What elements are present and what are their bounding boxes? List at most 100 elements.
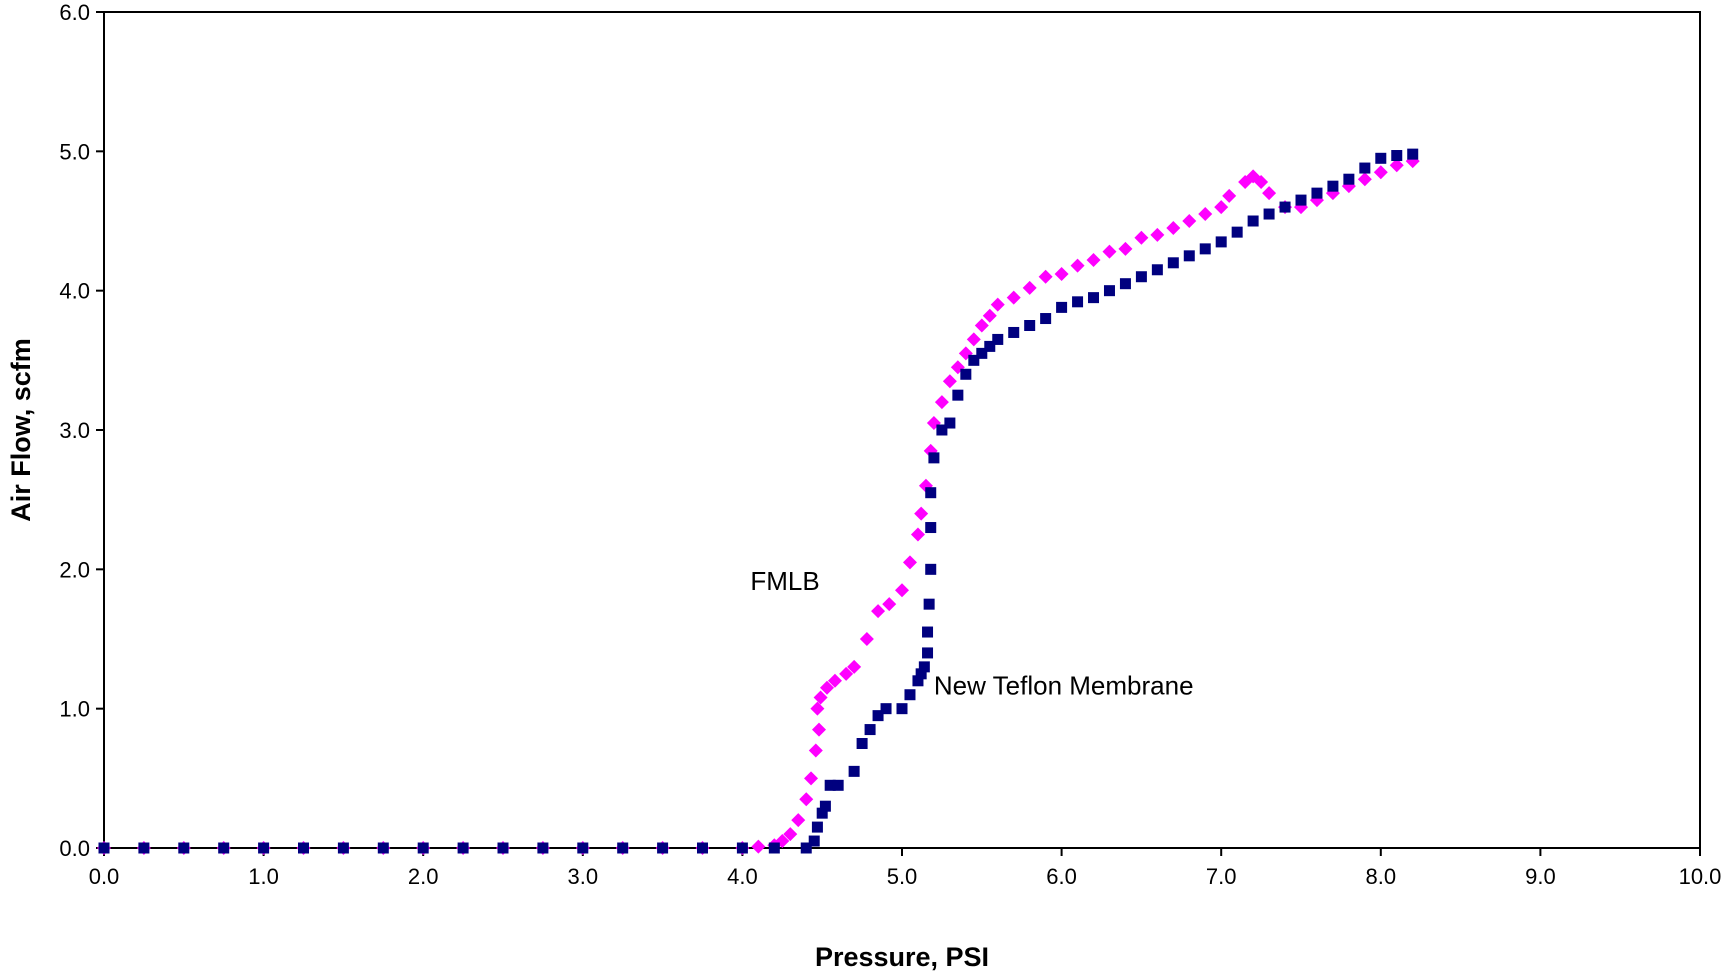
data-point — [904, 689, 916, 701]
data-point — [810, 701, 825, 716]
data-point — [914, 506, 929, 521]
data-point — [880, 703, 892, 715]
data-point — [992, 333, 1004, 345]
data-point — [1103, 285, 1115, 297]
data-point — [968, 354, 980, 366]
data-point — [813, 690, 828, 705]
data-point — [1198, 207, 1213, 222]
data-point — [1024, 320, 1036, 331]
data-point — [827, 673, 842, 688]
x-tick-label: 0.0 — [89, 864, 120, 889]
data-point — [1119, 278, 1131, 290]
data-point — [960, 368, 972, 380]
data-point — [990, 297, 1005, 312]
data-point — [768, 842, 780, 854]
data-point — [1150, 227, 1165, 242]
data-point — [1214, 200, 1229, 215]
data-point — [337, 842, 349, 854]
data-point — [1056, 301, 1068, 313]
data-point — [1151, 264, 1163, 276]
x-tick-label: 10.0 — [1679, 864, 1722, 889]
data-point — [915, 668, 927, 680]
x-tick-label: 1.0 — [248, 864, 279, 889]
data-point — [871, 604, 886, 619]
data-point — [832, 779, 844, 791]
data-point — [808, 835, 820, 847]
data-point — [1022, 280, 1037, 295]
data-point — [839, 666, 854, 681]
data-point — [1279, 201, 1291, 213]
data-point — [298, 842, 309, 854]
data-point — [1134, 230, 1149, 245]
data-point — [1008, 326, 1020, 338]
data-point — [856, 738, 868, 749]
y-tick-label: 1.0 — [59, 697, 90, 722]
data-point — [902, 555, 917, 570]
data-point — [819, 680, 834, 695]
y-tick-label: 6.0 — [59, 0, 90, 25]
data-point — [984, 340, 996, 352]
data-point — [923, 598, 935, 610]
data-point — [457, 842, 469, 854]
data-point — [1215, 236, 1227, 248]
data-point — [922, 647, 934, 659]
data-point — [936, 424, 948, 436]
data-point — [847, 659, 862, 674]
data-point — [1311, 187, 1323, 199]
data-point — [577, 842, 589, 854]
data-point — [791, 813, 806, 828]
data-point — [1054, 266, 1069, 281]
data-point — [799, 792, 814, 807]
data-point — [1373, 165, 1388, 180]
data-point — [928, 452, 940, 464]
data-point — [1086, 253, 1101, 268]
x-tick-label: 5.0 — [887, 864, 918, 889]
data-point — [258, 842, 270, 854]
data-point — [808, 743, 823, 758]
series-layer — [97, 148, 1420, 855]
data-point — [976, 347, 988, 359]
data-point — [812, 722, 827, 737]
data-point — [1038, 269, 1053, 284]
data-point — [1183, 250, 1195, 262]
data-point — [1006, 290, 1021, 305]
data-point — [925, 563, 937, 575]
data-point — [537, 842, 549, 854]
data-point — [1070, 258, 1085, 273]
data-point — [882, 597, 897, 612]
data-point — [966, 332, 981, 347]
data-point — [1102, 244, 1117, 259]
data-point — [1391, 150, 1403, 162]
data-point — [800, 842, 812, 854]
annotation-fmlb: FMLB — [750, 566, 819, 596]
data-point — [751, 839, 766, 854]
data-point — [218, 842, 230, 854]
data-point — [934, 395, 949, 410]
annotation-new-teflon-membrane: New Teflon Membrane — [934, 671, 1194, 701]
data-point — [804, 771, 819, 786]
data-point — [925, 522, 937, 534]
plot-area — [103, 11, 1701, 849]
data-point — [783, 827, 798, 842]
data-point — [1072, 296, 1084, 308]
data-point — [178, 842, 190, 854]
data-point — [1088, 292, 1100, 304]
data-point — [819, 800, 831, 812]
data-point — [657, 842, 669, 854]
data-point — [1135, 271, 1147, 283]
y-tick-label: 0.0 — [59, 836, 90, 861]
data-point — [864, 724, 876, 736]
x-tick-label: 3.0 — [568, 864, 599, 889]
data-point — [912, 675, 924, 687]
data-point — [848, 765, 860, 777]
y-axis-title: Air Flow, scfm — [6, 338, 36, 522]
data-point — [1118, 241, 1133, 256]
x-tick-label: 9.0 — [1525, 864, 1556, 889]
x-axis: 0.0 1.0 2.0 3.0 4.0 5.0 6.0 7.0 8.0 9.0 10.0 — [89, 848, 1722, 889]
y-tick-label: 2.0 — [59, 557, 90, 582]
data-point — [1199, 243, 1211, 255]
data-point — [1407, 148, 1419, 160]
data-point — [1375, 152, 1387, 164]
data-point — [138, 842, 150, 854]
